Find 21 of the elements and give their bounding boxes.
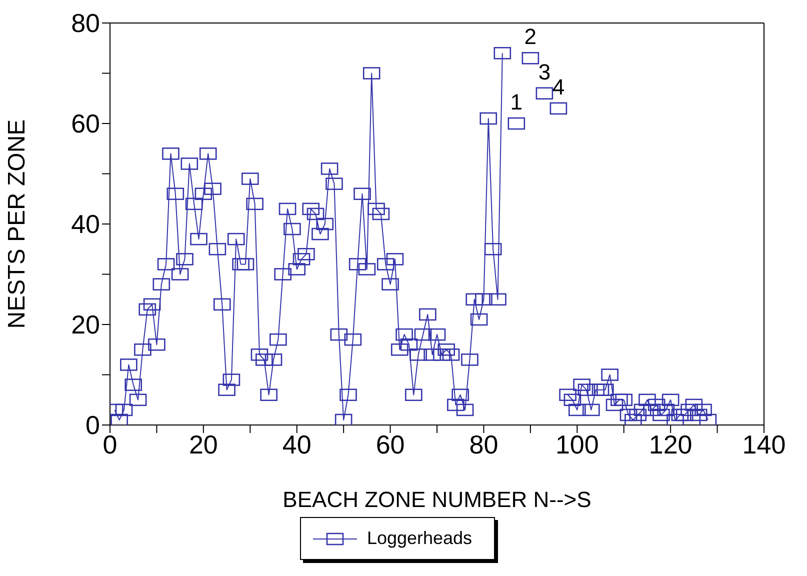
annotation: 4 bbox=[552, 74, 565, 100]
y-axis-title: NESTS PER ZONE bbox=[4, 119, 31, 329]
y-tick-label: 20 bbox=[71, 310, 100, 340]
annotation: 1 bbox=[510, 90, 523, 114]
x-tick-label: 80 bbox=[469, 429, 498, 460]
x-tick-label: 60 bbox=[376, 429, 405, 460]
y-tick-label: 60 bbox=[71, 108, 100, 139]
x-tick-label: 20 bbox=[188, 429, 218, 460]
x-tick-label: 120 bbox=[648, 429, 692, 460]
x-tick-label: 40 bbox=[282, 429, 312, 460]
y-tick-label: 0 bbox=[86, 410, 100, 440]
x-axis-title: BEACH ZONE NUMBER N-->S bbox=[282, 487, 592, 512]
x-tick-label: 140 bbox=[742, 429, 786, 460]
annotation: 3 bbox=[538, 59, 551, 84]
point bbox=[508, 117, 526, 130]
legend-label: Loggerheads bbox=[366, 528, 472, 549]
y-tick-label: 40 bbox=[71, 209, 100, 240]
x-tick-label: 100 bbox=[555, 429, 599, 460]
annotation: 2 bbox=[524, 24, 537, 50]
y-tick-label: 80 bbox=[71, 8, 100, 38]
point bbox=[550, 102, 568, 115]
